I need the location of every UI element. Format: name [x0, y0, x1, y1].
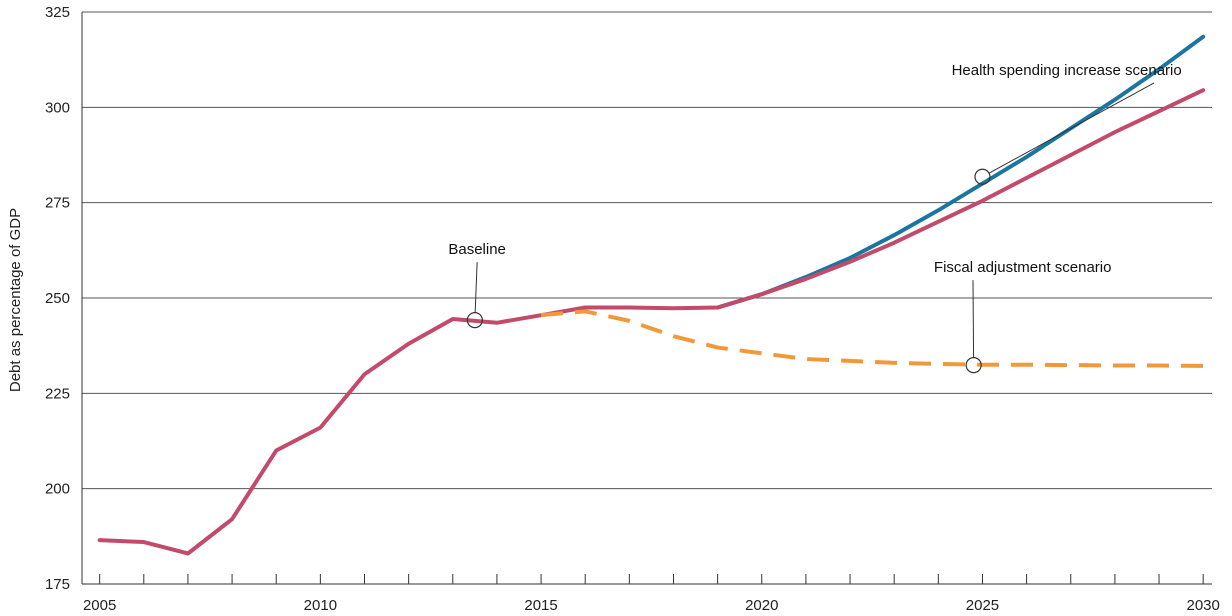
annotation-label: Baseline	[448, 241, 506, 258]
series-line-2	[540, 309, 1204, 368]
annotation-leader-line	[988, 82, 1155, 174]
annotations: Health spending increase scenario Baselin…	[448, 62, 1182, 374]
x-tick-label: 2015	[524, 597, 557, 614]
annotation-marker	[974, 168, 991, 185]
y-axis-title: Debt as percentage of GDP	[7, 208, 24, 392]
annotation-leader-line	[474, 262, 478, 313]
x-tick-label: 2010	[304, 597, 337, 614]
x-tick-label: 2030	[1186, 597, 1219, 614]
y-tick-label: 225	[45, 385, 70, 402]
annotation-marker	[466, 312, 483, 329]
x-tick-label: 2020	[745, 597, 778, 614]
annotation-marker	[965, 357, 982, 374]
axes: 175 200 225 250 275 300 325 2005 2010 2015 2020 202…	[45, 4, 1220, 614]
annotation-label: Health spending increase scenario	[952, 62, 1182, 79]
y-tick-label: 200	[45, 481, 70, 498]
x-tick-label: 2025	[966, 597, 999, 614]
y-tick-label: 275	[45, 195, 70, 212]
x-tick-label: 2005	[83, 597, 116, 614]
y-tick-label: 325	[45, 4, 70, 21]
series-line-1	[97, 88, 1206, 556]
series-lines	[97, 34, 1206, 556]
grid-lines	[82, 11, 1212, 490]
y-tick-label: 300	[45, 99, 70, 116]
annotation-label: Fiscal adjustment scenario	[934, 259, 1112, 276]
y-tick-label: 175	[45, 576, 70, 593]
annotation-leader-line	[972, 280, 975, 358]
y-tick-label: 250	[45, 290, 70, 307]
